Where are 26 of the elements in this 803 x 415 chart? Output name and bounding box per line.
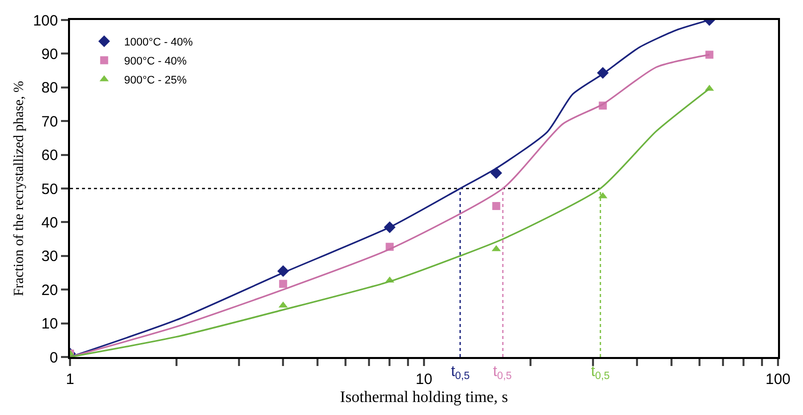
legend-label: 900°C - 40% <box>124 56 187 68</box>
y-tick-label: 70 <box>41 113 58 130</box>
x-tick-label: 100 <box>765 371 791 388</box>
y-tick-label: 40 <box>41 214 58 232</box>
y-tick-label: 0 <box>50 349 58 366</box>
x-tick-label: 10 <box>416 371 432 388</box>
point <box>705 50 714 59</box>
y-tick-label: 50 <box>41 180 58 198</box>
x-tick-label: 1 <box>66 371 74 388</box>
point <box>279 280 288 288</box>
point <box>492 202 500 210</box>
y-tick-label: 80 <box>41 80 58 97</box>
y-tick-label: 100 <box>32 12 58 30</box>
y-tick-label: 10 <box>41 316 58 333</box>
legend-label: 900°C - 25% <box>124 74 187 87</box>
point <box>490 167 502 179</box>
ref-line-label: t$_{0,5}$ <box>451 363 470 382</box>
y-axis-title: Fraction of the recrystallized phase, % <box>12 80 28 296</box>
legend-label: 1000°C - 40% <box>124 36 193 49</box>
y-tick-label: 20 <box>41 282 58 299</box>
y-tick-label: 90 <box>41 46 58 63</box>
y-tick-label: 30 <box>41 248 58 266</box>
y-tick-label: 60 <box>41 147 58 164</box>
x-axis-title: Isothermal holding time, s <box>340 389 508 406</box>
ref-line-label: t$_{0,5}$ <box>591 363 610 382</box>
ref-line-label: t$_{0,5}$ <box>493 363 512 382</box>
